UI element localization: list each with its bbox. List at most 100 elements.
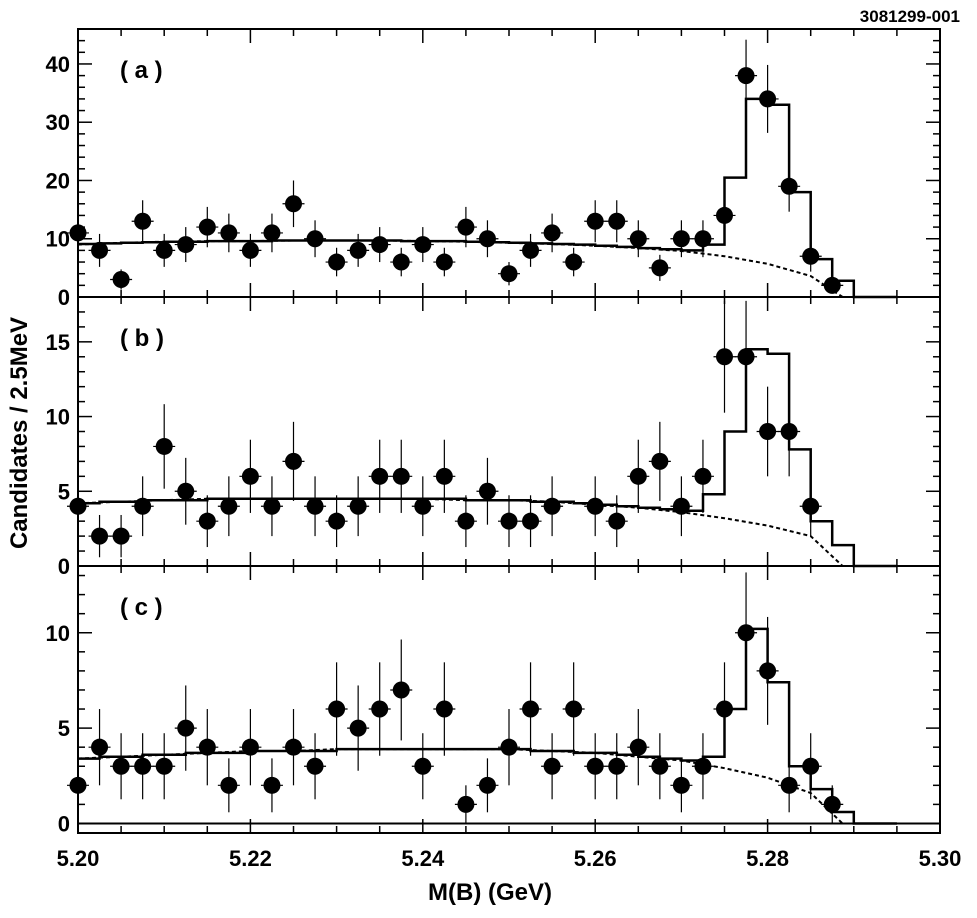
panel-b-marker (500, 512, 518, 530)
panel-c-marker (672, 776, 690, 794)
x-tick-label: 5.26 (574, 846, 617, 871)
panel-c-y-tick-label: 0 (58, 811, 70, 836)
panel-a-data-point (562, 247, 585, 277)
panel-a-data-point (390, 247, 413, 277)
panel-a-marker (155, 241, 173, 259)
panel-b-y-tick-label: 10 (46, 405, 70, 430)
panel-c-marker (651, 757, 669, 775)
panel-c-data-point (174, 685, 197, 771)
panel-b-data-point (88, 514, 111, 558)
panel-a-data-point (735, 39, 758, 112)
panel-b-data-point (476, 457, 499, 525)
panel-b-marker (543, 497, 561, 515)
panel-b-data-point (454, 495, 477, 548)
panel-a-marker (823, 276, 841, 294)
panel-b-y-tick-label: 5 (58, 479, 70, 504)
panel-b-total-fit (78, 348, 897, 568)
panel-b-data-point (390, 439, 413, 513)
panel-c-data-point (88, 709, 111, 786)
panel-a-marker (522, 241, 540, 259)
panel-c-data-point (368, 662, 391, 756)
panel-a-marker (69, 224, 87, 242)
panel-c-marker (414, 757, 432, 775)
panel-b-data-point (368, 439, 391, 513)
panel-a-data-point (756, 64, 779, 133)
panel-b-data-point (239, 439, 262, 513)
panel-b-marker (435, 467, 453, 485)
panel-b-marker (759, 423, 777, 440)
panel-c-data-point (584, 733, 607, 800)
panel-b-data-point (713, 300, 736, 413)
panel-c-data-point (239, 709, 262, 786)
panel-b-data-point (735, 300, 758, 413)
panel-c-marker (285, 738, 302, 756)
panel-a-data-point (217, 213, 240, 253)
panel-b-marker (586, 497, 604, 515)
panel-a-marker (198, 218, 216, 236)
panel-a-data-point (778, 160, 801, 212)
panel-c-marker (823, 795, 841, 813)
panel-c-background-fit (77, 748, 844, 825)
panel-b-label: ( b ) (120, 325, 164, 352)
panel-b-marker (177, 482, 195, 500)
panel-b-data-point (282, 421, 305, 501)
panel-a-marker (672, 230, 690, 248)
panel-b-data-point (541, 476, 564, 537)
panel-c-data-point (756, 616, 779, 725)
panel-a-data-point (131, 200, 154, 243)
panel-b-data-point (174, 457, 197, 525)
panel-b-marker (198, 512, 216, 530)
panel-b-y-tick-label: 15 (46, 330, 70, 355)
panel-a-marker (716, 206, 733, 224)
panel-a-marker (500, 265, 518, 283)
panel-b-marker (328, 512, 346, 530)
panel-a-data-point (713, 193, 736, 238)
panel-a-data-point (670, 220, 693, 258)
panel-c-marker (457, 795, 475, 813)
panel-b-marker (263, 497, 281, 515)
panel-a-marker (306, 230, 324, 248)
panel-b-marker (69, 497, 87, 515)
panel-c-data-point (110, 733, 133, 800)
panel-b-data-point (433, 439, 456, 513)
panel-c-data-point (153, 733, 176, 800)
panel-a-data-point (605, 200, 628, 243)
x-tick-label: 5.20 (57, 846, 100, 871)
panel-b-marker (371, 467, 389, 485)
panel-a-marker (349, 241, 367, 259)
panel-a-data-point (454, 206, 477, 248)
panel-c-marker (155, 757, 173, 775)
panel-c-marker (478, 776, 496, 794)
panel-a-marker (586, 212, 604, 230)
panel-b-data-point (799, 476, 822, 537)
panel-c-data-point (390, 639, 413, 741)
panel-a-marker (91, 241, 109, 259)
panel-b-marker (716, 348, 733, 366)
panel-c-data-point (282, 709, 305, 786)
panel-c-marker (737, 624, 755, 642)
panel-b-marker (349, 497, 367, 515)
panel-b-marker (737, 348, 755, 366)
panel-a-data-point (260, 213, 283, 253)
panel-a-marker (435, 253, 453, 271)
panel-c-marker (349, 719, 367, 737)
panel-a-marker (759, 90, 777, 108)
panel-c-marker (392, 681, 410, 699)
panel-c-marker (500, 738, 518, 756)
panel-a-marker (112, 271, 130, 289)
panel-b-data-point (110, 514, 133, 558)
panel-a-marker (220, 224, 238, 242)
panel-c-marker (220, 776, 238, 794)
panel-c-data-point (713, 662, 736, 756)
panel-c-marker (134, 757, 152, 775)
panel-b-marker (522, 512, 540, 530)
panel-c-data-point (411, 733, 434, 800)
panel-c-data-point (260, 758, 283, 813)
panel-c-marker (263, 776, 281, 794)
panel-c-data-point (627, 709, 650, 786)
panel-c-marker (565, 700, 583, 718)
panel-a-marker (371, 236, 389, 254)
panel-a-marker (651, 259, 669, 277)
panel-b-background-fit (77, 497, 844, 567)
